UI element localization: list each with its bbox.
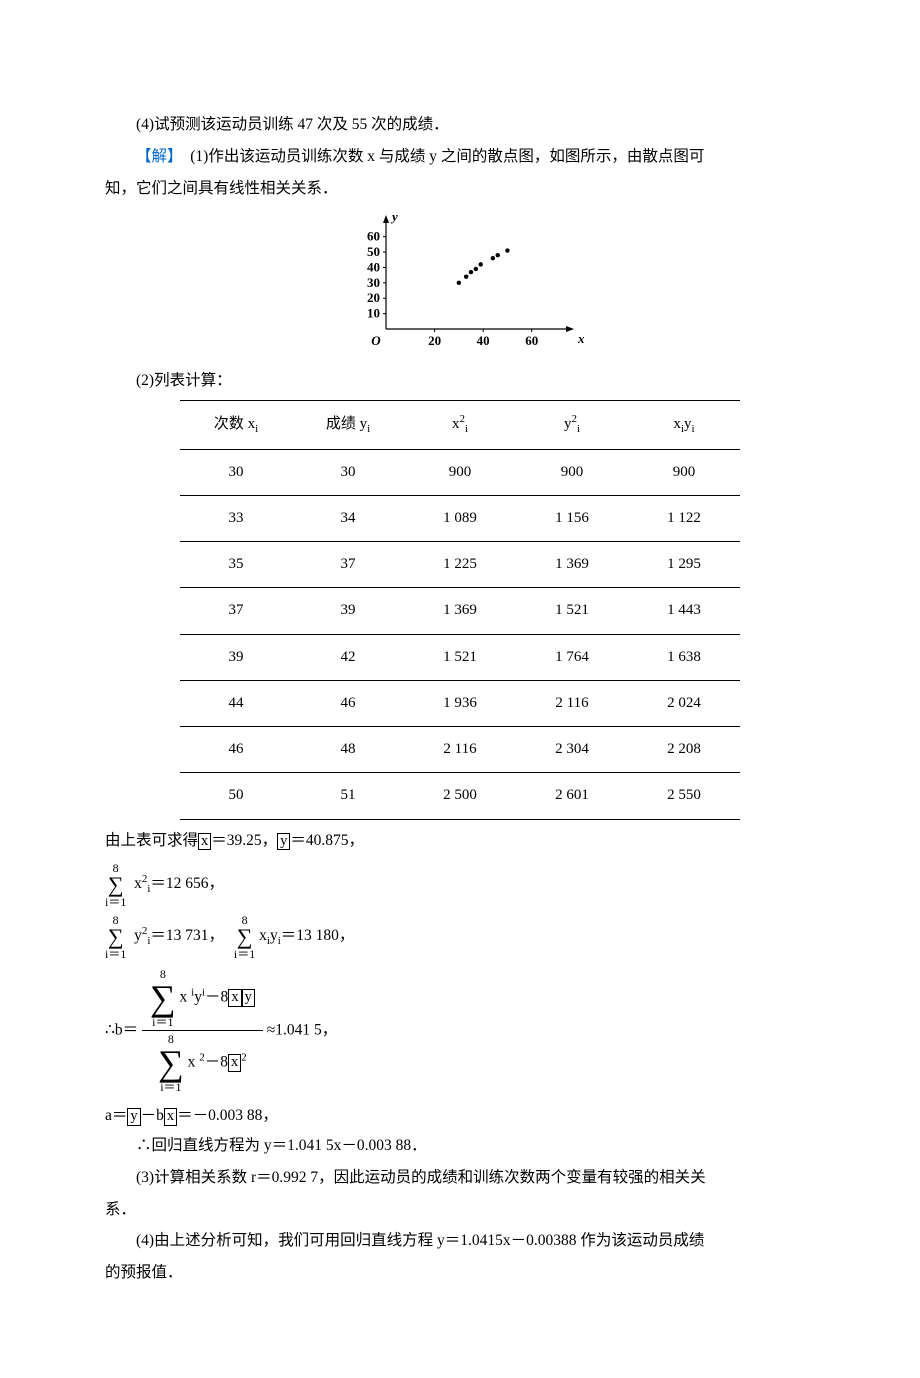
table-cell: 1 521	[404, 634, 516, 680]
table-cell: 1 521	[516, 588, 628, 634]
table-cell: 2 208	[628, 727, 740, 773]
solution-line-1b: 知，它们之间具有线性相关关系．	[105, 174, 815, 204]
table-cell: 2 500	[404, 773, 516, 819]
scatter-svg: 605040302010204060Oxy	[330, 211, 590, 351]
table-row: 37391 3691 5211 443	[180, 588, 740, 634]
table-cell: 1 638	[628, 634, 740, 680]
table-cell: 37	[292, 542, 404, 588]
svg-text:x: x	[577, 331, 585, 346]
table-cell: 51	[292, 773, 404, 819]
solution-1a: (1)作出该运动员训练次数 x 与成绩 y 之间的散点图，如图所示，由散点图可	[175, 148, 705, 165]
table-cell: 35	[180, 542, 292, 588]
svg-text:20: 20	[367, 290, 380, 305]
table-cell: 46	[292, 680, 404, 726]
table-cell: 1 225	[404, 542, 516, 588]
table-cell: 1 089	[404, 495, 516, 541]
svg-text:60: 60	[367, 228, 380, 243]
svg-text:30: 30	[367, 275, 380, 290]
table-cell: 30	[292, 449, 404, 495]
table-cell: 2 550	[628, 773, 740, 819]
calculation-table: 次数 xi 成绩 yi x2i y2i xiyi 303090090090033…	[180, 400, 740, 819]
table-cell: 1 936	[404, 680, 516, 726]
table-row: 3030900900900	[180, 449, 740, 495]
svg-text:O: O	[371, 333, 381, 348]
table-cell: 2 601	[516, 773, 628, 819]
table-cell: 37	[180, 588, 292, 634]
svg-text:y: y	[390, 211, 398, 224]
table-cell: 900	[628, 449, 740, 495]
table-cell: 33	[180, 495, 292, 541]
table-cell: 1 156	[516, 495, 628, 541]
table-cell: 42	[292, 634, 404, 680]
part-4-line-a: (4)由上述分析可知，我们可用回归直线方程 y＝1.0415x－0.00388 …	[105, 1226, 815, 1256]
table-row: 50512 5002 6012 550	[180, 773, 740, 819]
table-cell: 2 116	[516, 680, 628, 726]
svg-text:20: 20	[428, 333, 441, 348]
x-bar: x	[198, 833, 211, 851]
table-row: 35371 2251 3691 295	[180, 542, 740, 588]
solution-line-1: 【解】 (1)作出该运动员训练次数 x 与成绩 y 之间的散点图，如图所示，由散…	[105, 142, 815, 172]
table-cell: 30	[180, 449, 292, 495]
table-row: 44461 9362 1162 024	[180, 680, 740, 726]
col-header-xiyi: xiyi	[628, 401, 740, 449]
table-cell: 1 369	[516, 542, 628, 588]
table-row: 33341 0891 1561 122	[180, 495, 740, 541]
table-cell: 1 443	[628, 588, 740, 634]
table-cell: 34	[292, 495, 404, 541]
table-cell: 1 122	[628, 495, 740, 541]
table-cell: 2 116	[404, 727, 516, 773]
table-cell: 900	[404, 449, 516, 495]
svg-text:50: 50	[367, 244, 380, 259]
table-cell: 2 024	[628, 680, 740, 726]
problem-item-4: (4)试预测该运动员训练 47 次及 55 次的成绩．	[105, 110, 815, 140]
scatter-plot: 605040302010204060Oxy	[105, 211, 815, 362]
table-cell: 39	[292, 588, 404, 634]
col-header-xi2: x2i	[404, 401, 516, 449]
table-cell: 50	[180, 773, 292, 819]
part-3-line-a: (3)计算相关系数 r＝0.992 7，因此运动员的成绩和训练次数两个变量有较强…	[105, 1163, 815, 1193]
col-header-xi: 次数 xi	[180, 401, 292, 449]
table-cell: 39	[180, 634, 292, 680]
means-line: 由上表可求得x＝39.25，y＝40.875，	[105, 826, 815, 856]
sum-x2-line: 8 ∑ i＝1 x2i＝12 656，	[105, 862, 815, 908]
table-cell: 900	[516, 449, 628, 495]
table-cell: 1 295	[628, 542, 740, 588]
svg-text:40: 40	[367, 259, 380, 274]
svg-text:40: 40	[477, 333, 490, 348]
table-cell: 46	[180, 727, 292, 773]
table-header-row: 次数 xi 成绩 yi x2i y2i xiyi	[180, 401, 740, 449]
part-2-caption: (2)列表计算：	[105, 366, 815, 396]
col-header-yi: 成绩 yi	[292, 401, 404, 449]
table-cell: 44	[180, 680, 292, 726]
table-cell: 1 764	[516, 634, 628, 680]
svg-text:60: 60	[525, 333, 538, 348]
part-3-line-b: 系．	[105, 1195, 815, 1225]
sum-y2-xy-line: 8 ∑ i＝1 y2i＝13 731， 8 ∑ i＝1 xiyi＝13 180，	[105, 914, 815, 960]
table-cell: 1 369	[404, 588, 516, 634]
table-cell: 2 304	[516, 727, 628, 773]
a-line: a＝y－bx＝－0.003 88，	[105, 1101, 815, 1131]
table-cell: 48	[292, 727, 404, 773]
y-bar: y	[277, 833, 290, 851]
b-formula-line: ∴b＝ 8 ∑ i＝1 x iyi－8xy 8 ∑ i＝1 x 2－8x2 ≈1…	[105, 966, 815, 1095]
table-row: 46482 1162 3042 208	[180, 727, 740, 773]
col-header-yi2: y2i	[516, 401, 628, 449]
solution-label: 【解】	[136, 148, 175, 165]
table-row: 39421 5211 7641 638	[180, 634, 740, 680]
regression-line: ∴回归直线方程为 y＝1.041 5x－0.003 88．	[105, 1131, 815, 1161]
svg-text:10: 10	[367, 305, 380, 320]
part-4-line-b: 的预报值．	[105, 1258, 815, 1288]
